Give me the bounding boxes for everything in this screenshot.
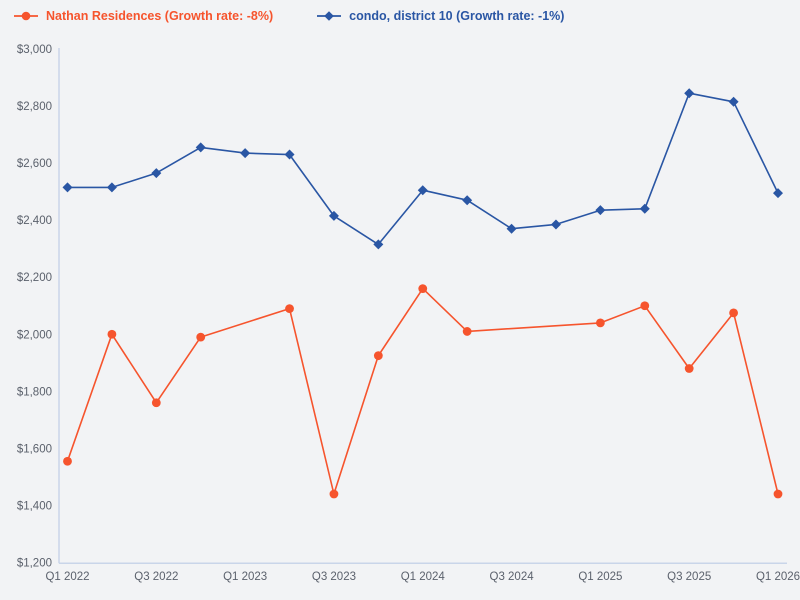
data-point-diamond[interactable]	[639, 203, 650, 214]
data-point-circle[interactable]	[418, 284, 428, 294]
y-axis-tick-label: $1,400	[17, 500, 52, 512]
x-axis-tick-label: Q1 2022	[45, 571, 89, 583]
chart-legend: Nathan Residences (Growth rate: -8%) con…	[14, 9, 564, 23]
data-point-circle[interactable]	[63, 456, 72, 466]
legend-label: Nathan Residences (Growth rate: -8%)	[46, 9, 274, 23]
data-point-circle[interactable]	[595, 318, 605, 328]
legend-circle	[21, 11, 31, 21]
legend-item-condo-district-10[interactable]: condo, district 10 (Growth rate: -1%)	[317, 9, 564, 23]
y-axis-tick-label: $3,000	[17, 44, 52, 56]
data-point-circle[interactable]	[729, 308, 738, 318]
data-point-diamond[interactable]	[284, 149, 295, 160]
data-point-circle[interactable]	[373, 351, 383, 361]
data-point-diamond[interactable]	[151, 168, 162, 179]
data-point-diamond[interactable]	[62, 182, 73, 193]
data-point-diamond[interactable]	[684, 88, 695, 99]
x-axis-tick-label: Q1 2023	[223, 571, 267, 583]
y-axis-tick-label: $2,800	[17, 101, 52, 113]
data-point-circle[interactable]	[773, 489, 783, 499]
circle-series-marker-icon	[14, 11, 38, 21]
data-point-circle[interactable]	[285, 304, 294, 314]
y-axis-tick-label: $1,600	[17, 443, 52, 455]
legend-label: condo, district 10 (Growth rate: -1%)	[349, 9, 565, 23]
data-point-diamond[interactable]	[595, 205, 606, 216]
data-point-circle[interactable]	[684, 364, 694, 373]
data-point-circle[interactable]	[107, 329, 117, 339]
data-point-diamond[interactable]	[106, 182, 117, 193]
data-point-circle[interactable]	[329, 489, 339, 499]
data-point-diamond[interactable]	[728, 96, 739, 107]
data-point-circle[interactable]	[196, 332, 206, 342]
data-point-circle[interactable]	[462, 327, 472, 336]
data-point-circle[interactable]	[151, 398, 161, 408]
series-line-diamond	[67, 92, 779, 246]
x-axis-tick-label: Q1 2024	[401, 571, 446, 583]
data-point-diamond[interactable]	[195, 142, 206, 153]
data-point-diamond[interactable]	[417, 185, 428, 196]
data-point-diamond[interactable]	[328, 210, 339, 221]
y-axis-tick-label: $2,600	[17, 158, 52, 170]
data-point-diamond[interactable]	[373, 239, 384, 250]
x-axis-tick-label: Q3 2024	[490, 571, 535, 583]
y-axis-tick-label: $2,000	[17, 329, 52, 341]
data-point-diamond[interactable]	[773, 188, 783, 199]
data-point-diamond[interactable]	[240, 148, 251, 159]
data-point-diamond[interactable]	[462, 195, 473, 206]
y-axis-tick-label: $2,400	[17, 215, 52, 227]
legend-diamond	[324, 11, 334, 21]
x-axis-tick-label: Q3 2025	[667, 571, 711, 583]
y-axis-tick-label: $2,200	[17, 272, 52, 284]
data-point-diamond[interactable]	[506, 223, 517, 234]
series-line-circle	[66, 287, 779, 495]
diamond-series-marker-icon	[317, 11, 342, 21]
legend-item-nathan-residences[interactable]: Nathan Residences (Growth rate: -8%)	[14, 9, 273, 23]
y-axis-tick-label: $1,800	[17, 386, 52, 398]
x-axis-tick-label: Q3 2022	[134, 571, 178, 583]
data-point-circle[interactable]	[640, 301, 650, 311]
x-axis-tick-label: Q1 2025	[578, 571, 622, 583]
data-point-diamond[interactable]	[550, 219, 561, 230]
x-axis-tick-label: Q1 2026	[756, 571, 800, 583]
y-axis-tick-label: $1,200	[17, 558, 52, 570]
x-axis-tick-label: Q3 2023	[312, 571, 356, 583]
